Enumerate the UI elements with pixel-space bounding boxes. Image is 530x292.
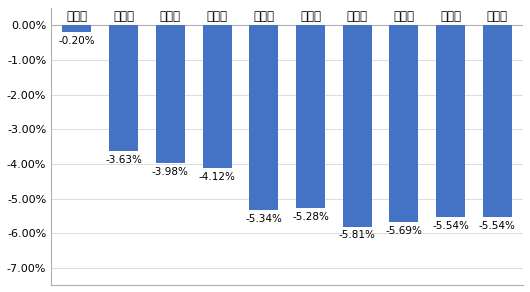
Bar [156,25,185,163]
Bar [63,25,91,32]
Text: -4.12%: -4.12% [199,171,235,182]
Text: -5.54%: -5.54% [479,221,516,231]
Bar [483,25,512,217]
Text: -5.81%: -5.81% [339,230,376,240]
Text: 第五个: 第五个 [253,10,274,23]
Text: -5.54%: -5.54% [432,221,469,231]
Text: -3.63%: -3.63% [105,154,142,165]
Text: 第九个: 第九个 [440,10,461,23]
Bar [249,25,278,210]
Text: -5.34%: -5.34% [245,214,282,224]
Bar [390,25,418,223]
Text: 第七个: 第七个 [347,10,368,23]
Bar [296,25,325,208]
Text: 第六个: 第六个 [300,10,321,23]
Text: -0.20%: -0.20% [58,36,95,46]
Text: -5.28%: -5.28% [292,212,329,222]
Text: -5.69%: -5.69% [385,226,422,236]
Text: 第四个: 第四个 [207,10,227,23]
Text: -3.98%: -3.98% [152,167,189,177]
Text: 第三个: 第三个 [160,10,181,23]
Text: 第十个: 第十个 [487,10,508,23]
Bar [343,25,372,227]
Bar [436,25,465,217]
Text: 第八个: 第八个 [393,10,414,23]
Bar [109,25,138,151]
Bar [202,25,232,168]
Text: 第一个: 第一个 [66,10,87,23]
Text: 第二个: 第二个 [113,10,134,23]
